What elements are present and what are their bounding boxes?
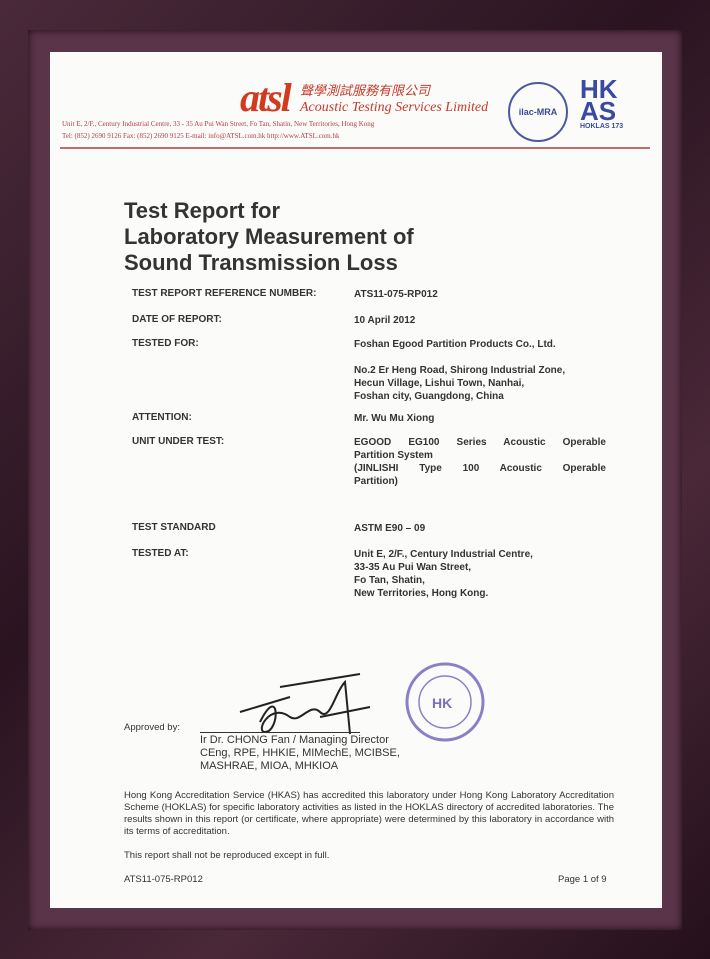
reproduction-notice: This report shall not be reproduced exce… bbox=[124, 850, 330, 861]
ilac-text: ilac-MRA bbox=[518, 107, 558, 117]
company-name-cn: 聲學測試服務有限公司 bbox=[300, 83, 431, 98]
field-label: TESTED AT: bbox=[132, 548, 189, 559]
field-label: TEST STANDARD bbox=[132, 522, 216, 533]
approver-qualifications: MASHRAE, MIOA, MHKIOA bbox=[200, 760, 339, 772]
field-value-line: EGOOD EG100 Series Acoustic Operable bbox=[354, 437, 606, 448]
field-value: Mr. Wu Mu Xiong bbox=[354, 412, 606, 425]
field-value: Unit E, 2/F., Century Industrial Centre,… bbox=[354, 548, 606, 600]
field-value: 10 April 2012 bbox=[354, 314, 606, 327]
approver-qualifications: CEng, RPE, HHKIE, MIMechE, MCIBSE, bbox=[200, 747, 400, 759]
field-label: ATTENTION: bbox=[132, 412, 192, 423]
page-number: Page 1 of 9 bbox=[558, 874, 607, 885]
field-value-line: ASTM E90 – 09 bbox=[354, 523, 426, 534]
report-page: atsl 聲學測試服務有限公司 Acoustic Testing Service… bbox=[50, 52, 662, 908]
field-value-line: Fo Tan, Shatin, bbox=[354, 575, 425, 586]
company-address: Unit E, 2/F., Century Industrial Centre,… bbox=[62, 120, 375, 128]
signature-and-stamp: HK bbox=[220, 662, 500, 747]
field-value: EGOOD EG100 Series Acoustic Operable Part… bbox=[354, 436, 606, 488]
svg-text:HK: HK bbox=[432, 695, 452, 711]
field-value-line: Partition System bbox=[354, 450, 433, 461]
field-value: ATS11-075-RP012 bbox=[354, 288, 606, 301]
field-value-line: ATS11-075-RP012 bbox=[354, 289, 438, 300]
title-line: Test Report for bbox=[124, 198, 281, 223]
hkas-logo: HK AS HOKLAS 173 bbox=[580, 76, 630, 131]
ilac-mra-logo: ilac-MRA bbox=[508, 82, 568, 142]
title-line: Sound Transmission Loss bbox=[124, 250, 398, 275]
field-value-line: Unit E, 2/F., Century Industrial Centre, bbox=[354, 549, 533, 560]
field-value-line: (JINLISHI Type 100 Acoustic Operable bbox=[354, 463, 606, 474]
field-label: UNIT UNDER TEST: bbox=[132, 436, 225, 447]
field-value-line: 10 April 2012 bbox=[354, 315, 416, 326]
approver-name: Ir Dr. CHONG Fan / Managing Director bbox=[200, 734, 389, 746]
atsl-logo: atsl bbox=[240, 75, 292, 120]
field-value-line: Mr. Wu Mu Xiong bbox=[354, 413, 435, 424]
field-value-line: Foshan Egood Partition Products Co., Ltd… bbox=[354, 339, 556, 350]
field-value-line: New Territories, Hong Kong. bbox=[354, 588, 489, 599]
header-divider bbox=[60, 147, 650, 149]
field-value: Foshan Egood Partition Products Co., Ltd… bbox=[354, 338, 606, 403]
field-value-line: Foshan city, Guangdong, China bbox=[354, 391, 504, 402]
hoklas-number: HOKLAS 173 bbox=[580, 123, 624, 130]
approved-by-label: Approved by: bbox=[124, 722, 180, 733]
field-value-line: No.2 Er Heng Road, Shirong Industrial Zo… bbox=[354, 365, 566, 376]
accreditation-statement: Hong Kong Accreditation Service (HKAS) h… bbox=[124, 790, 614, 837]
field-label: TEST REPORT REFERENCE NUMBER: bbox=[132, 288, 317, 299]
page-title: Test Report for Laboratory Measurement o… bbox=[124, 198, 414, 276]
company-contact: Tel: (852) 2690 9126 Fax: (852) 2690 912… bbox=[62, 132, 340, 140]
company-name-en: Acoustic Testing Services Limited bbox=[300, 100, 489, 115]
footer-report-ref: ATS11-075-RP012 bbox=[124, 874, 203, 885]
field-value-line: Hecun Village, Lishui Town, Nanhai, bbox=[354, 378, 525, 389]
field-value-line bbox=[354, 351, 606, 364]
field-value-line: Partition) bbox=[354, 476, 398, 487]
title-line: Laboratory Measurement of bbox=[124, 224, 414, 249]
field-value: ASTM E90 – 09 bbox=[354, 522, 606, 535]
field-value-line: 33-35 Au Pui Wan Street, bbox=[354, 562, 472, 573]
approver-block: Ir Dr. CHONG Fan / Managing Director CEn… bbox=[200, 734, 400, 773]
signature-line bbox=[200, 732, 360, 733]
field-label: TESTED FOR: bbox=[132, 338, 199, 349]
field-label: DATE OF REPORT: bbox=[132, 314, 222, 325]
